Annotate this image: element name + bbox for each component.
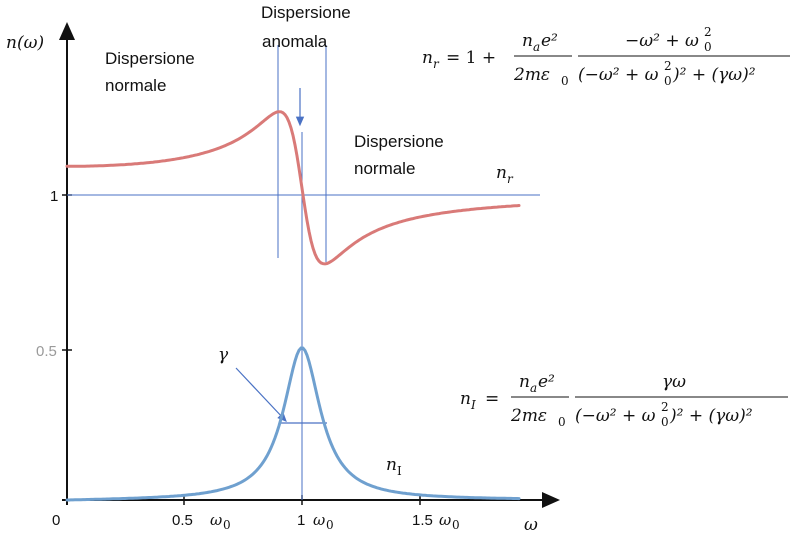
imaginary-index-curve (65, 346, 521, 502)
ni-den-tail: )² + (γω)² (669, 406, 753, 426)
normal-left-line2: normale (105, 76, 166, 95)
normal-left-line1: Dispersione (105, 49, 195, 68)
x-tick-1-label: 1 (297, 512, 305, 529)
formula-imag-index: n I = n a e² 2mε 0 γω (−ω² + ω 0 2 )² + … (460, 372, 788, 429)
nr-prefactor-num: n (522, 31, 533, 51)
ni-den: (−ω² + ω (575, 406, 656, 426)
x-tick-15-omega-sub: 0 (452, 518, 460, 532)
ni-lhs: n (460, 389, 471, 409)
ni-den-sub: 0 (661, 415, 669, 429)
gamma-pointer-arrow (235, 367, 287, 423)
x-tick-1-omega: ω (313, 511, 325, 529)
formula-real-index: n r = 1 + n a e² 2mε 0 −ω² + ω 0 2 (−ω² … (422, 25, 790, 88)
nr-lhs: n (422, 48, 433, 68)
ni-prefactor-num-tail: e² (538, 372, 555, 392)
x-tick-15-label: 1.5 (412, 512, 433, 529)
y-tick-05-label: 0.5 (36, 343, 57, 360)
gamma-label: γ (218, 345, 229, 365)
nr-eq: = 1 + (446, 48, 496, 68)
x-tick-05-omega: ω (210, 511, 222, 529)
nr-num-sub: 0 (704, 40, 712, 54)
ni-prefactor-den-sub: 0 (558, 415, 566, 429)
x-tick-1-omega-sub: 0 (326, 518, 334, 532)
nr-num-sup: 2 (704, 25, 712, 39)
x-tick-15-omega: ω (439, 511, 451, 529)
imag-curve-label-sub: I (397, 464, 402, 478)
imag-curve-label: n (386, 455, 397, 475)
anomalous-line1: Dispersione (261, 3, 351, 22)
nr-den-sub: 0 (664, 74, 672, 88)
nr-prefactor-num-sub: a (533, 40, 540, 54)
x-tick-05-label: 0.5 (172, 512, 193, 529)
nr-prefactor-den-sub: 0 (561, 74, 569, 88)
x-tick-0-label: 0 (52, 512, 60, 529)
nr-den-sup: 2 (664, 59, 672, 73)
nr-den-tail: )² + (γω)² (672, 65, 756, 85)
y-axis-label: n(ω) (6, 33, 44, 53)
nr-prefactor-num-tail: e² (541, 31, 558, 51)
x-tick-05-omega-sub: 0 (223, 518, 231, 532)
ni-prefactor-den: 2mε (510, 406, 547, 426)
nr-prefactor-den: 2mε (513, 65, 550, 85)
nr-den: (−ω² + ω (578, 65, 659, 85)
nr-num: −ω² + ω (625, 31, 699, 51)
nr-lhs-sub: r (433, 57, 440, 71)
ni-eq: = (485, 389, 499, 409)
real-curve-label: n (496, 163, 507, 183)
x-axis-label: ω (524, 515, 538, 535)
ni-prefactor-num-sub: a (530, 381, 537, 395)
ni-num: γω (662, 372, 686, 392)
ni-prefactor-num: n (519, 372, 530, 392)
ni-lhs-sub: I (470, 398, 476, 412)
real-index-curve (65, 110, 521, 266)
normal-right-line2: normale (354, 159, 415, 178)
ni-den-sup: 2 (661, 400, 669, 414)
real-curve-label-sub: r (507, 172, 514, 186)
anomalous-line2: anomala (262, 32, 328, 51)
normal-right-line1: Dispersione (354, 132, 444, 151)
y-tick-1-label: 1 (50, 188, 58, 205)
